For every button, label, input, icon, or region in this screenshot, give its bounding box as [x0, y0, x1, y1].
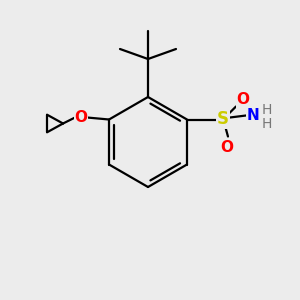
Text: N: N [247, 108, 259, 123]
Text: H: H [262, 103, 272, 116]
Text: O: O [236, 92, 250, 107]
Text: H: H [262, 118, 272, 131]
Text: S: S [217, 110, 229, 128]
Text: O: O [74, 110, 88, 125]
Text: O: O [220, 140, 233, 155]
